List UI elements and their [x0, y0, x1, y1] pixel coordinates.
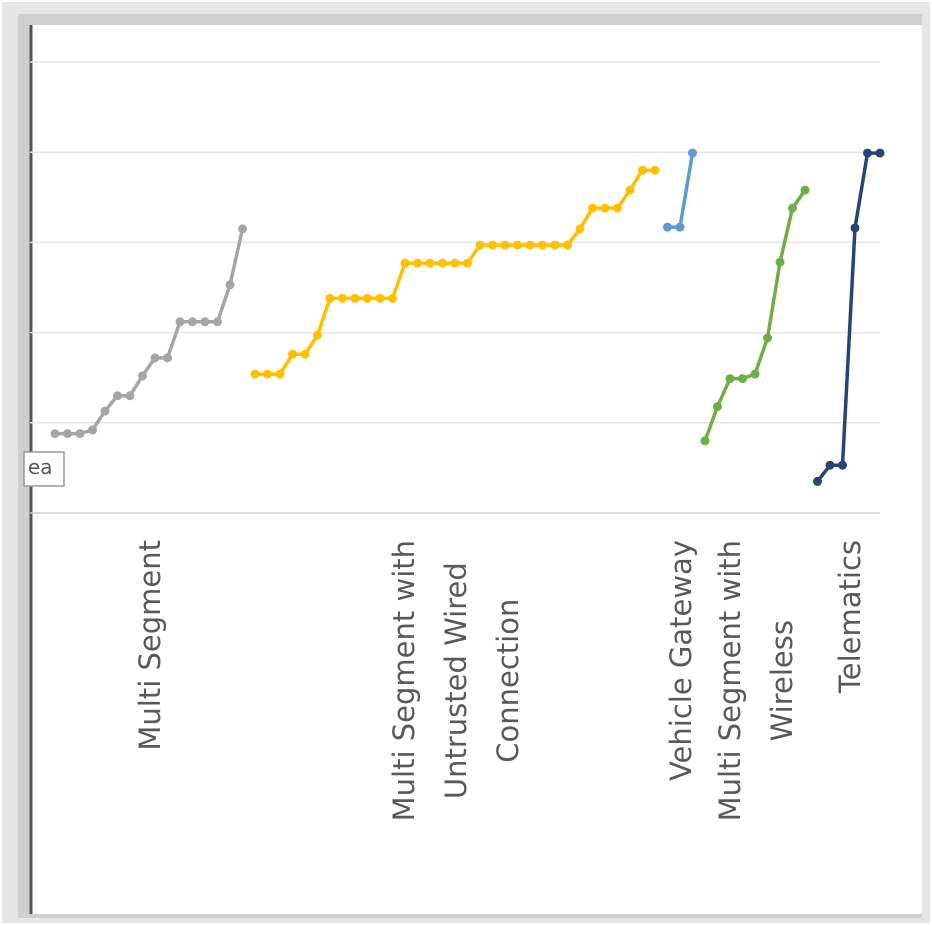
data-point	[288, 349, 297, 359]
data-point	[413, 258, 422, 268]
data-point	[475, 240, 485, 250]
data-point	[425, 258, 435, 268]
data-point	[738, 374, 747, 384]
data-point	[850, 223, 860, 233]
category-label: Multi Segment	[133, 540, 167, 751]
data-point	[875, 148, 885, 158]
data-point	[213, 317, 222, 327]
data-point	[813, 476, 822, 486]
data-point	[750, 369, 760, 379]
annotation-box	[23, 451, 65, 487]
data-point	[775, 257, 785, 267]
category-labels: Multi Segment Multi Segment with Untrusted…	[133, 540, 867, 821]
data-point	[200, 317, 210, 327]
data-point	[600, 203, 610, 213]
chart-panel	[30, 25, 922, 914]
data-point	[638, 165, 647, 175]
data-point	[400, 258, 410, 268]
data-point	[763, 333, 772, 343]
plot-area	[50, 148, 885, 486]
data-point	[250, 369, 260, 379]
data-point	[588, 203, 597, 213]
data-point	[700, 436, 710, 446]
data-point	[100, 406, 110, 416]
data-point	[188, 317, 197, 327]
data-point	[125, 391, 135, 401]
category-label: Wireless	[765, 620, 799, 741]
data-point	[675, 222, 685, 232]
category-label: Untrusted Wired	[439, 562, 473, 799]
grid	[30, 61, 880, 514]
data-point	[788, 203, 797, 213]
category-label: Multi Segment with	[387, 540, 421, 821]
data-point	[625, 185, 635, 195]
data-point	[388, 293, 397, 303]
data-point	[500, 240, 510, 250]
data-point	[538, 240, 547, 250]
data-point	[300, 349, 310, 359]
data-point	[463, 258, 472, 268]
data-point	[663, 222, 672, 232]
data-point	[563, 240, 572, 250]
series-line	[55, 228, 245, 436]
data-point	[175, 317, 185, 327]
data-point	[50, 429, 60, 439]
data-point	[650, 165, 660, 175]
data-point	[375, 293, 385, 303]
data-point	[613, 203, 622, 213]
data-point	[800, 185, 810, 195]
data-point	[75, 429, 85, 439]
data-point	[63, 429, 72, 439]
data-point	[263, 369, 272, 379]
data-point	[363, 293, 372, 303]
data-point	[238, 224, 247, 234]
data-point	[713, 402, 722, 412]
data-point	[225, 280, 235, 290]
data-point	[275, 369, 285, 379]
category-label: Connection	[491, 599, 525, 763]
data-point	[338, 293, 347, 303]
annotation: ea	[28, 455, 53, 479]
data-point	[113, 391, 122, 401]
data-point	[863, 148, 872, 158]
data-point	[513, 240, 522, 250]
data-point	[163, 353, 172, 363]
data-point	[138, 371, 147, 381]
data-point	[838, 460, 847, 470]
category-label: Telematics	[833, 540, 867, 694]
data-point	[488, 240, 497, 250]
data-point	[450, 258, 460, 268]
data-point	[688, 148, 697, 158]
data-point	[525, 240, 535, 250]
data-point	[313, 330, 322, 340]
category-label: Vehicle Gateway	[664, 540, 698, 781]
data-point	[725, 374, 735, 384]
data-point	[825, 460, 835, 470]
data-point	[150, 353, 160, 363]
category-label: Multi Segment with	[713, 540, 747, 821]
data-point	[438, 258, 447, 268]
data-point	[325, 293, 335, 303]
data-point	[575, 224, 585, 234]
data-point	[350, 293, 360, 303]
data-point	[550, 240, 560, 250]
data-point	[88, 425, 97, 435]
